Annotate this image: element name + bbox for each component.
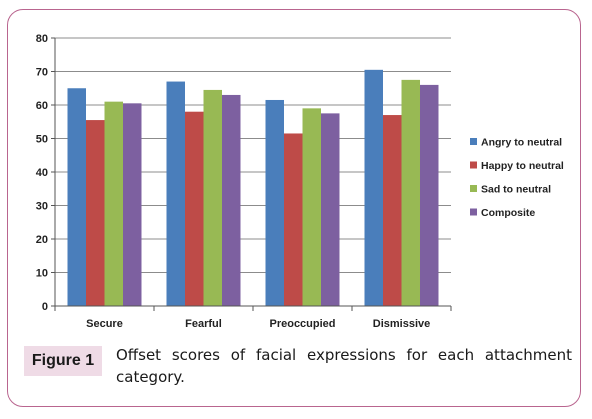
y-tick-label: 40 [36,167,48,179]
legend-swatch [470,161,477,169]
bar-preoccupied-composite [321,113,340,306]
y-tick-label: 70 [36,67,48,79]
y-tick-label: 10 [36,268,48,280]
y-tick-label: 50 [36,134,48,146]
y-tick-label: 0 [42,301,48,313]
legend-entry-label: Happy to neutral [481,160,564,172]
legend-entry-label: Angry to neutral [481,137,562,149]
legend-swatch [470,138,477,145]
legend-swatch [470,208,477,216]
legend-swatch [470,185,477,192]
legend: Angry to neutral Happy to neutral Sad to n… [470,137,564,219]
bar-dismissive-angry-to-neutral [364,69,383,306]
figure-caption-text: Offset scores of facial expressions for … [116,346,572,386]
bar-chart: 0 10 20 30 40 50 60 70 80 Secure Fearful Preoccupie… [36,33,564,330]
bar-secure-happy-to-neutral [86,120,105,306]
bar-preoccupied-sad-to-neutral [302,108,321,306]
x-tick-label: Fearful [185,318,222,330]
bar-preoccupied-happy-to-neutral [284,133,303,306]
bar-fearful-happy-to-neutral [185,111,204,306]
y-tick-label: 20 [36,234,48,246]
bar-fearful-sad-to-neutral [203,89,222,306]
bars [67,69,439,307]
figure-label: Figure 1 [24,346,102,376]
bar-fearful-composite [222,94,241,306]
y-tick-label: 80 [36,33,48,45]
bar-dismissive-sad-to-neutral [401,79,420,306]
bar-fearful-angry-to-neutral [166,81,185,306]
y-tick-label: 30 [36,201,48,213]
axes: 0 10 20 30 40 50 60 70 80 Secure Fearful Preoccupie… [36,33,452,330]
bar-dismissive-composite [420,84,439,307]
x-tick-label: Dismissive [373,318,430,330]
bar-dismissive-happy-to-neutral [383,115,402,306]
bar-preoccupied-angry-to-neutral [265,99,284,306]
bar-secure-composite [123,103,142,306]
bar-secure-sad-to-neutral [104,101,123,307]
x-tick-label: Preoccupied [269,318,335,330]
x-tick-label: Secure [86,318,123,330]
bar-secure-angry-to-neutral [67,88,86,306]
legend-entry-label: Composite [481,207,535,219]
legend-entry-label: Sad to neutral [481,184,551,196]
figure-caption: Figure 1 Offset scores of facial express… [24,340,574,400]
y-tick-label: 60 [36,100,48,112]
